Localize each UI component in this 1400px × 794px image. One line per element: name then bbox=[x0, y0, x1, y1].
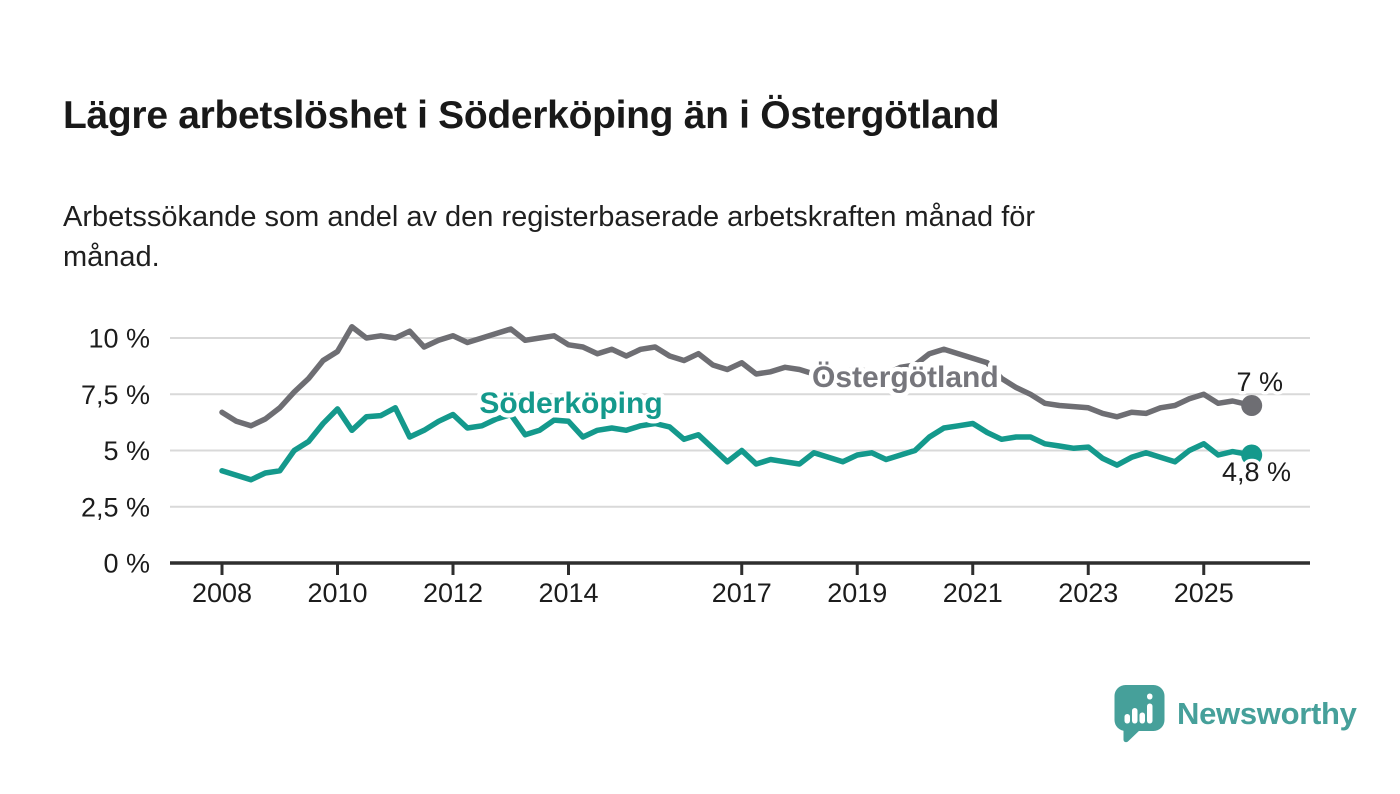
x-axis-tick-label: 2025 bbox=[1174, 578, 1234, 608]
ostergotland-end-dot bbox=[1241, 395, 1263, 416]
chart-title: Lägre arbetslöshet i Söderköping än i Ös… bbox=[63, 94, 1000, 138]
x-axis-tick-label: 2010 bbox=[307, 578, 367, 608]
chart-subtitle-line-1: Arbetssökande som andel av den registerb… bbox=[63, 201, 1036, 233]
ostergotland-series-label: Östergötland bbox=[812, 361, 999, 394]
x-axis-tick-label: 2012 bbox=[423, 578, 483, 608]
x-axis-tick-label: 2019 bbox=[827, 578, 887, 608]
x-axis-tick-label: 2008 bbox=[192, 578, 252, 608]
y-axis-tick-label: 10 % bbox=[88, 324, 150, 354]
newsworthy-wordmark: Newsworthy bbox=[1177, 695, 1357, 731]
chart-subtitle: Arbetssökande som andel av den registerb… bbox=[63, 197, 1343, 277]
soderkoping-end-dot bbox=[1241, 444, 1263, 466]
y-axis-tick-label: 5 % bbox=[103, 436, 150, 466]
newsworthy-logo: Newsworthy bbox=[1113, 683, 1357, 744]
y-axis-tick-label: 2,5 % bbox=[81, 492, 150, 522]
x-axis-tick-label: 2017 bbox=[712, 578, 772, 608]
soderkoping-series-label: Söderköping bbox=[479, 387, 662, 420]
y-axis-tick-label: 7,5 % bbox=[81, 380, 150, 410]
soderkoping-series-line bbox=[219, 405, 1255, 483]
y-axis-tick-label: 0 % bbox=[103, 549, 150, 579]
ostergotland-series-line bbox=[219, 324, 1255, 429]
unemployment-line-chart: 2008 2010 2012 2014 2017 2019 2021 2023 2025 0 % 2… bbox=[81, 324, 1310, 608]
ostergotland-end-value-label: 7 % bbox=[1236, 367, 1283, 397]
newsworthy-icon bbox=[1114, 685, 1165, 743]
x-axis-tick-label: 2023 bbox=[1058, 578, 1118, 608]
chart-subtitle-line-2: månad. bbox=[63, 241, 160, 273]
x-axis-tick-label: 2021 bbox=[943, 578, 1003, 608]
x-axis-tick-label: 2014 bbox=[538, 578, 598, 608]
soderkoping-end-value-label: 4,8 % bbox=[1222, 457, 1291, 487]
